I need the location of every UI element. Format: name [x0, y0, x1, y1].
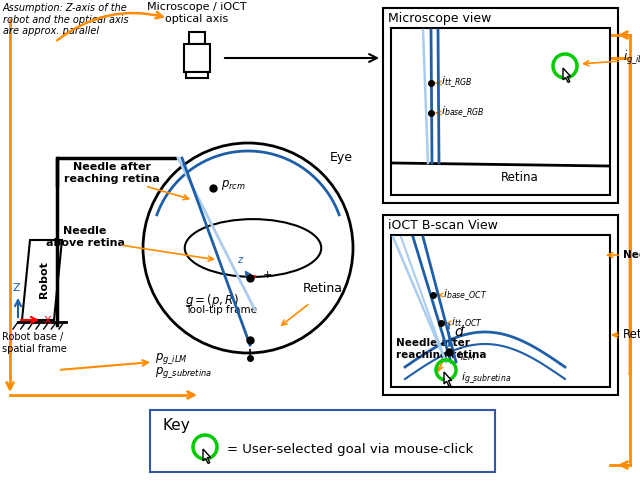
Polygon shape — [563, 68, 571, 83]
Text: Microscope view: Microscope view — [388, 12, 492, 25]
Text: +: + — [263, 270, 273, 280]
Text: Robot base /
spatial frame: Robot base / spatial frame — [2, 332, 67, 353]
Ellipse shape — [185, 219, 321, 277]
Bar — [383, 215, 618, 395]
Text: Retina: Retina — [303, 281, 343, 295]
Text: Needle after
reaching retina: Needle after reaching retina — [64, 162, 160, 183]
Text: $i_{g\_iLM}$: $i_{g\_iLM}$ — [623, 49, 640, 67]
Text: Microscope / iOCT
optical axis: Microscope / iOCT optical axis — [147, 2, 247, 23]
Polygon shape — [22, 240, 62, 320]
Text: $d$: $d$ — [454, 325, 465, 339]
Text: Eye: Eye — [330, 151, 353, 164]
Ellipse shape — [143, 143, 353, 353]
Bar — [189, 32, 205, 44]
Text: $p_{rcm}$: $p_{rcm}$ — [221, 178, 246, 192]
Text: Z: Z — [12, 283, 20, 293]
Bar — [184, 44, 210, 72]
Text: Needle
above retina: Needle above retina — [45, 226, 125, 248]
Text: $i_{base\_RGB}$: $i_{base\_RGB}$ — [441, 104, 485, 120]
Text: Needle after
reaching retina: Needle after reaching retina — [396, 338, 486, 360]
Text: $p_{g\_iLM}$: $p_{g\_iLM}$ — [155, 350, 188, 365]
Bar — [391, 235, 610, 387]
Polygon shape — [444, 372, 452, 387]
Text: Retina: Retina — [501, 171, 539, 184]
Text: $i_{g\_subretina}$: $i_{g\_subretina}$ — [461, 370, 511, 386]
Text: Assumption: Z-axis of the
robot and the optical axis
are approx. parallel: Assumption: Z-axis of the robot and the … — [3, 3, 129, 36]
Text: Needle above retina: Needle above retina — [623, 250, 640, 260]
Bar — [150, 410, 495, 472]
Bar — [186, 72, 208, 78]
Text: z: z — [237, 255, 243, 265]
Text: $i_{tt\_OCT}$: $i_{tt\_OCT}$ — [451, 315, 483, 331]
Text: Key: Key — [162, 418, 189, 433]
Bar — [383, 8, 618, 203]
Text: $i_{base\_OCT}$: $i_{base\_OCT}$ — [443, 287, 487, 303]
Text: Robot: Robot — [39, 261, 49, 298]
Text: Retina: Retina — [623, 329, 640, 341]
Text: $i_{ILM}$: $i_{ILM}$ — [457, 347, 476, 363]
Text: = User-selected goal via mouse-click: = User-selected goal via mouse-click — [227, 442, 473, 455]
Text: Tool-tip frame: Tool-tip frame — [185, 305, 257, 315]
Text: $i_{tt\_RGB}$: $i_{tt\_RGB}$ — [441, 74, 472, 90]
Text: $p_{g\_subretina}$: $p_{g\_subretina}$ — [155, 364, 212, 380]
Text: iOCT B-scan View: iOCT B-scan View — [388, 219, 498, 232]
Bar — [391, 28, 610, 195]
Polygon shape — [203, 449, 211, 463]
Text: X: X — [44, 316, 52, 326]
Text: $g = (p, R)$: $g = (p, R)$ — [185, 292, 239, 309]
